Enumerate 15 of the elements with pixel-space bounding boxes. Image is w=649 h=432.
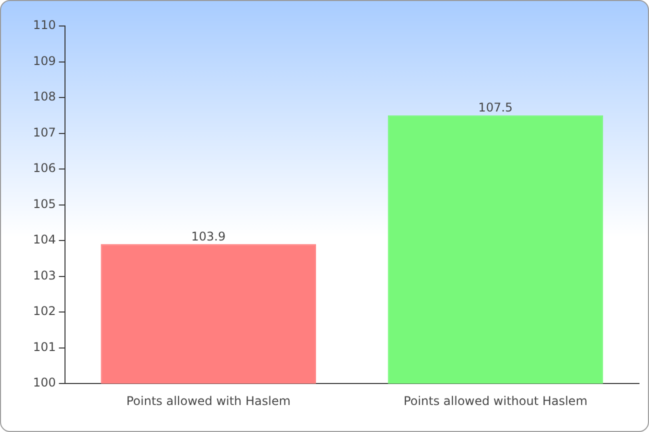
data-label: 107.5 bbox=[478, 100, 513, 115]
y-tick-label: 105 bbox=[33, 196, 56, 211]
y-tick-label: 100 bbox=[33, 376, 56, 390]
y-tick-label: 104 bbox=[33, 232, 56, 247]
y-tick-label: 107 bbox=[33, 125, 56, 140]
y-tick-label: 103 bbox=[33, 268, 56, 282]
x-tick-label: Points allowed with Haslem bbox=[126, 394, 291, 408]
y-tick-label: 102 bbox=[33, 304, 56, 318]
data-label: 103.9 bbox=[191, 229, 226, 244]
x-tick-label: Points allowed without Haslem bbox=[404, 394, 588, 408]
y-tick-label: 108 bbox=[33, 90, 56, 104]
y-tick-label: 110 bbox=[33, 18, 56, 32]
y-tick-label: 109 bbox=[33, 54, 56, 68]
y-tick-label: 101 bbox=[33, 340, 56, 354]
y-tick-label: 106 bbox=[33, 161, 56, 176]
